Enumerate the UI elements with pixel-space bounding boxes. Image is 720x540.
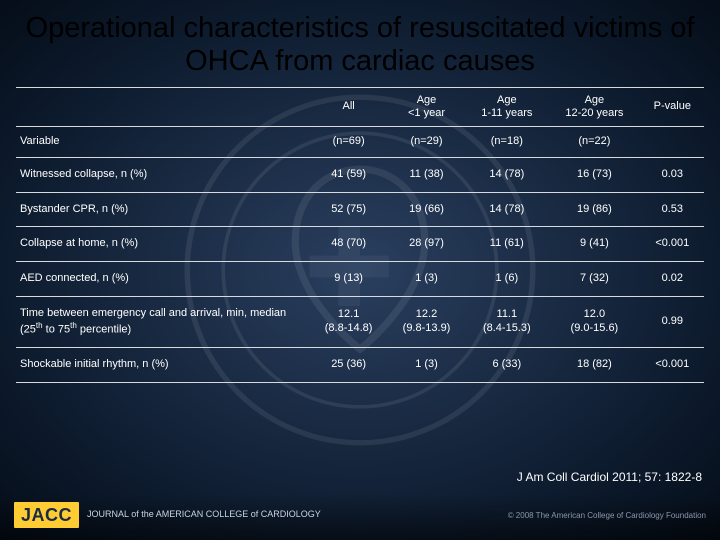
cell: 0.99 [641,296,704,347]
data-table-container: AllAge<1 yearAge1-11 yearsAge12-20 years… [0,87,720,383]
copyright-text: © 2008 The American College of Cardiolog… [508,511,706,520]
cell: (n=22) [548,127,640,158]
cell: <0.001 [641,347,704,382]
cell: 19 (86) [548,192,640,227]
cell: 1 (3) [388,262,466,297]
cell: 6 (33) [465,347,548,382]
cell: 0.03 [641,157,704,192]
cell: 12.2(9.8-13.9) [388,296,466,347]
cell: 1 (6) [465,262,548,297]
cell [641,127,704,158]
row-label: Collapse at home, n (%) [16,227,310,262]
cell: 12.1(8.8-14.8) [310,296,388,347]
row-label: Time between emergency call and arrival,… [16,296,310,347]
characteristics-table: AllAge<1 yearAge1-11 yearsAge12-20 years… [16,87,704,383]
table-row: Time between emergency call and arrival,… [16,296,704,347]
cell: 11.1(8.4-15.3) [465,296,548,347]
table-row: Collapse at home, n (%)48 (70)28 (97)11 … [16,227,704,262]
col-header: Age<1 year [388,87,466,126]
cell: 16 (73) [548,157,640,192]
cell: 12.0(9.0-15.6) [548,296,640,347]
cell: 18 (82) [548,347,640,382]
cell: 14 (78) [465,157,548,192]
table-row: Shockable initial rhythm, n (%)25 (36)1 … [16,347,704,382]
col-header-blank [16,87,310,126]
cell: 41 (59) [310,157,388,192]
cell: 9 (13) [310,262,388,297]
jacc-subtitle: JOURNAL of the AMERICAN COLLEGE of CARDI… [87,510,321,520]
cell: 11 (38) [388,157,466,192]
row-label: AED connected, n (%) [16,262,310,297]
cell: 48 (70) [310,227,388,262]
cell: 28 (97) [388,227,466,262]
cell: 1 (3) [388,347,466,382]
citation: J Am Coll Cardiol 2011; 57: 1822-8 [517,470,702,484]
col-header: All [310,87,388,126]
jacc-logo: JACC JOURNAL of the AMERICAN COLLEGE of … [14,502,321,528]
cell: 0.53 [641,192,704,227]
cell: (n=29) [388,127,466,158]
cell: 19 (66) [388,192,466,227]
col-header: Age12-20 years [548,87,640,126]
table-row: AED connected, n (%)9 (13)1 (3)1 (6)7 (3… [16,262,704,297]
row-label: Witnessed collapse, n (%) [16,157,310,192]
cell: 25 (36) [310,347,388,382]
table-row: Bystander CPR, n (%)52 (75)19 (66)14 (78… [16,192,704,227]
jacc-abbr: JACC [14,502,79,528]
footer-bar: JACC JOURNAL of the AMERICAN COLLEGE of … [0,494,720,540]
cell: 7 (32) [548,262,640,297]
col-header: P-value [641,87,704,126]
row-label: Bystander CPR, n (%) [16,192,310,227]
cell: 0.02 [641,262,704,297]
cell: (n=18) [465,127,548,158]
slide-title: Operational characteristics of resuscita… [0,0,720,87]
cell: 52 (75) [310,192,388,227]
row-label: Variable [16,127,310,158]
row-label: Shockable initial rhythm, n (%) [16,347,310,382]
table-row: Witnessed collapse, n (%)41 (59)11 (38)1… [16,157,704,192]
cell: <0.001 [641,227,704,262]
cell: 14 (78) [465,192,548,227]
cell: (n=69) [310,127,388,158]
col-header: Age1-11 years [465,87,548,126]
cell: 11 (61) [465,227,548,262]
cell: 9 (41) [548,227,640,262]
